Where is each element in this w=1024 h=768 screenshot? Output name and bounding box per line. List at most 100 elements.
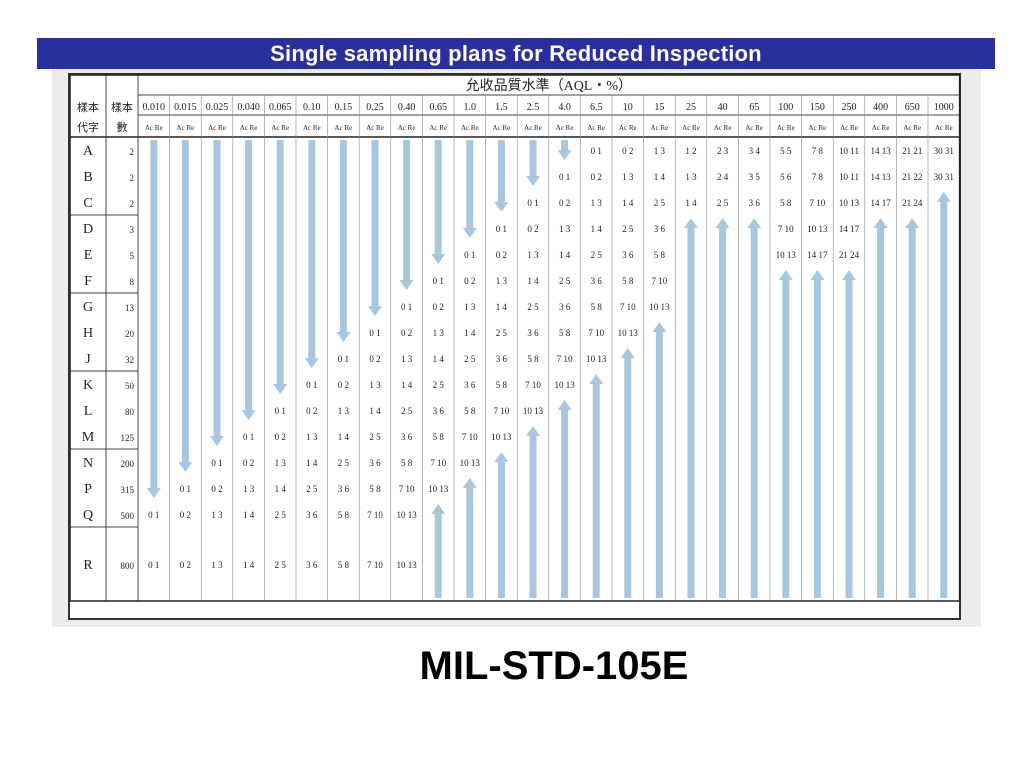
cell-value: 3 6 — [591, 276, 603, 286]
aql-level-150: 150 — [810, 102, 825, 113]
ac-re-label: Ac Re — [303, 124, 321, 132]
arrow-shape — [589, 374, 604, 598]
cell-value: 3 6 — [338, 484, 350, 494]
aql-level-650: 650 — [905, 102, 920, 113]
arrow-down-icon — [273, 140, 288, 394]
cell-value: 30 31 — [934, 172, 954, 182]
sample-size-L: 80 — [125, 407, 135, 417]
sample-code-G: G — [83, 300, 93, 315]
cell-value: 3 6 — [306, 510, 318, 520]
arrow-shape — [557, 400, 572, 598]
arrow-shape — [431, 140, 446, 264]
cell-value: 1 4 — [401, 380, 413, 390]
arrow-shape — [747, 218, 762, 598]
ac-re-label: Ac Re — [271, 124, 289, 132]
cell-value: 1 3 — [527, 250, 539, 260]
cell-value: 1 4 — [243, 510, 255, 520]
ac-re-label: Ac Re — [682, 124, 700, 132]
cell-value: 1 4 — [591, 224, 603, 234]
cell-value: 0 1 — [401, 302, 412, 312]
cell-value: 10 13 — [396, 510, 417, 520]
cell-value: 1 3 — [338, 406, 350, 416]
cell-value: 1 4 — [306, 458, 318, 468]
cell-value: 10 13 — [776, 250, 797, 260]
cell-value: 10 13 — [649, 302, 670, 312]
size-header-line2: 數 — [117, 121, 128, 134]
cell-value: 10 11 — [839, 172, 859, 182]
cell-value: 14 17 — [870, 198, 891, 208]
sample-size-R: 800 — [121, 561, 135, 571]
aql-level-6.5: 6.5 — [590, 102, 603, 113]
cell-value: 0 1 — [369, 328, 380, 338]
sample-size-G: 13 — [125, 303, 135, 313]
aql-group-header: 允收品質水準（AQL・%） — [466, 78, 632, 94]
cell-value: 3 6 — [559, 302, 571, 312]
cell-value: 3 6 — [369, 458, 381, 468]
cell-value: 0 2 — [464, 276, 475, 286]
ac-re-label: Ac Re — [524, 124, 542, 132]
aql-level-40: 40 — [718, 102, 728, 113]
cell-value: 1 3 — [464, 302, 476, 312]
ac-re-label: Ac Re — [777, 124, 795, 132]
cell-value: 3 6 — [622, 250, 634, 260]
cell-value: 0 2 — [591, 172, 602, 182]
arrow-up-icon — [936, 192, 951, 598]
cell-value: 1 3 — [622, 172, 634, 182]
cell-value: 2 5 — [654, 198, 666, 208]
cell-value: 30 31 — [934, 146, 954, 156]
cell-value: 0 1 — [243, 432, 254, 442]
arrow-up-icon — [778, 270, 793, 598]
cell-value: 1 3 — [306, 432, 318, 442]
aql-level-0.065: 0.065 — [269, 102, 292, 113]
cell-value: 7 10 — [620, 302, 636, 312]
cell-value: 0 1 — [496, 224, 507, 234]
cell-value: 1 4 — [496, 302, 508, 312]
aql-level-0.25: 0.25 — [366, 102, 384, 113]
cell-value: 7 10 — [430, 458, 446, 468]
sample-code-A: A — [83, 144, 94, 159]
aql-level-0.10: 0.10 — [303, 102, 321, 113]
sample-size-A: 2 — [130, 147, 135, 157]
cell-value: 5 8 — [338, 510, 350, 520]
cell-value: 1 4 — [559, 250, 571, 260]
cell-value: 10 13 — [460, 458, 481, 468]
cell-value: 0 2 — [622, 146, 633, 156]
cell-value: 1 3 — [243, 484, 255, 494]
cell-value: 3 6 — [654, 224, 666, 234]
cell-value: 2 5 — [496, 328, 508, 338]
cell-value: 0 1 — [338, 354, 349, 364]
cell-value: 2 5 — [591, 250, 603, 260]
cell-value: 14 13 — [870, 146, 891, 156]
cell-value: 3 6 — [496, 354, 508, 364]
cell-value: 7 10 — [462, 432, 478, 442]
ac-re-label: Ac Re — [840, 124, 858, 132]
arrow-up-icon — [842, 270, 856, 598]
cell-value: 1 3 — [654, 146, 666, 156]
cell-value: 10 13 — [807, 224, 828, 234]
aql-level-0.010: 0.010 — [143, 102, 166, 113]
cell-value: 2 5 — [401, 406, 413, 416]
ac-re-label: Ac Re — [177, 124, 195, 132]
aql-level-0.025: 0.025 — [206, 102, 229, 113]
arrow-up-icon — [431, 504, 446, 598]
cell-value: 0 2 — [401, 328, 412, 338]
arrow-shape — [526, 426, 540, 598]
cell-value: 21 22 — [902, 172, 922, 182]
sample-code-B: B — [83, 170, 92, 185]
cell-value: 0 2 — [496, 250, 507, 260]
cell-value: 10 13 — [523, 406, 544, 416]
cell-value: 5 8 — [369, 484, 381, 494]
cell-value: 0 2 — [275, 432, 286, 442]
sample-size-E: 5 — [130, 251, 135, 261]
cell-value: 0 1 — [527, 198, 538, 208]
cell-value: 2 5 — [275, 510, 287, 520]
cell-value: 10 13 — [554, 380, 575, 390]
ac-re-label: Ac Re — [335, 124, 353, 132]
cell-value: 1 3 — [591, 198, 603, 208]
arrow-shape — [842, 270, 856, 598]
cell-value: 5 8 — [654, 250, 666, 260]
cell-value: 2 5 — [622, 224, 634, 234]
sample-code-R: R — [83, 558, 93, 573]
aql-level-250: 250 — [842, 102, 857, 113]
